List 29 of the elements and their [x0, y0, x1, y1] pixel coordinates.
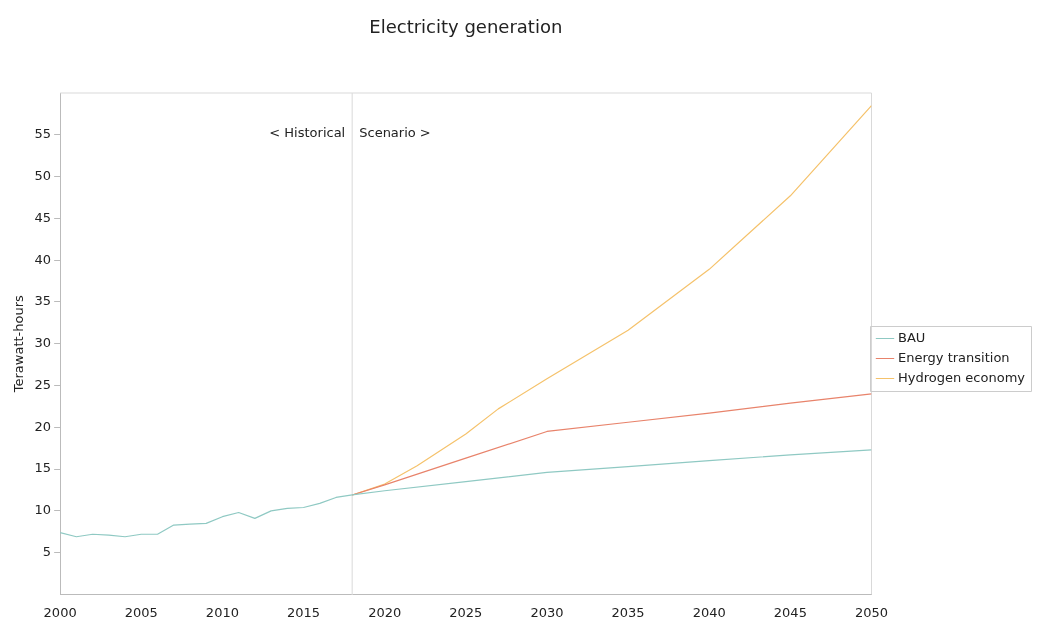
x-tick-label: 2050	[854, 604, 889, 620]
y-tick-label: 5	[42, 543, 52, 559]
legend-label: BAU	[898, 329, 926, 345]
y-tick-label: 45	[34, 209, 52, 225]
x-tick-label: 2000	[43, 604, 77, 620]
y-tick-label: 35	[34, 293, 52, 309]
x-tick-label: 2035	[611, 604, 645, 620]
y-tick-label: 40	[34, 251, 52, 267]
x-tick-label: 2040	[692, 604, 726, 620]
y-tick-label: 10	[34, 502, 52, 518]
y-tick-label: 55	[34, 126, 52, 142]
x-tick-label: 2020	[368, 604, 402, 620]
x-tick-label: 2045	[773, 604, 807, 620]
legend-label: Energy transition	[898, 349, 1010, 365]
x-tick-label: 2005	[124, 604, 158, 620]
chart-title: Electricity generation	[369, 15, 563, 37]
y-tick-label: 15	[34, 460, 52, 476]
annotation: Scenario >	[359, 125, 431, 141]
y-tick-label: 20	[34, 418, 52, 434]
y-tick-label: 30	[34, 335, 52, 351]
x-tick-label: 2025	[449, 604, 483, 620]
legend-label: Hydrogen economy	[898, 369, 1026, 385]
x-tick-label: 2030	[530, 604, 564, 620]
annotation: < Historical	[269, 125, 346, 141]
y-axis-title: Terawatt-hours	[11, 294, 27, 394]
x-tick-label: 2010	[205, 604, 239, 620]
y-tick-label: 25	[34, 376, 52, 392]
x-tick-label: 2015	[287, 604, 321, 620]
y-tick-label: 50	[34, 167, 52, 183]
